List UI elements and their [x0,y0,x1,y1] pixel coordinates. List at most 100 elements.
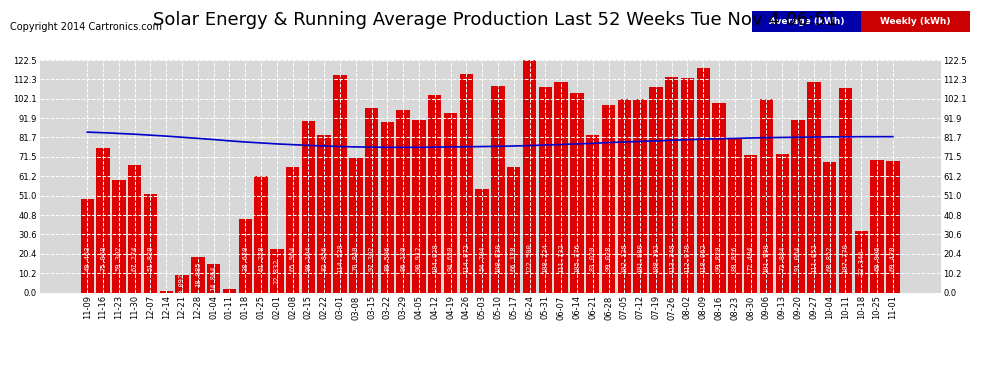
Text: 72.884: 72.884 [779,246,785,271]
Bar [649,87,662,292]
Bar [523,60,537,292]
Text: 68.852: 68.852 [827,246,833,271]
Bar [112,180,126,292]
Text: 108.224: 108.224 [543,243,548,273]
Bar [444,113,457,292]
Bar [554,82,568,292]
Bar [96,148,110,292]
Text: 65.964: 65.964 [290,246,296,271]
Bar [302,122,315,292]
Bar [270,249,283,292]
Bar [634,99,646,292]
Bar [381,123,394,292]
Bar [713,103,726,292]
Text: 70.840: 70.840 [352,246,358,271]
Bar [570,93,584,292]
Text: 38.620: 38.620 [243,246,248,271]
Bar [602,105,615,292]
Bar [539,87,552,292]
Bar [239,219,251,292]
Text: 108.830: 108.830 [495,243,501,273]
Text: 101.880: 101.880 [638,243,644,273]
Bar [128,165,142,292]
Bar [80,199,94,292]
Text: 69.906: 69.906 [874,246,880,271]
Text: Average (kWh): Average (kWh) [769,17,844,26]
Text: 99.820: 99.820 [716,246,722,271]
Bar [428,95,442,292]
Text: 66.128: 66.128 [511,246,517,271]
Text: 113.348: 113.348 [668,243,675,273]
Text: 59.302: 59.302 [116,246,122,271]
Text: 69.470: 69.470 [890,246,896,271]
Bar [870,160,884,292]
Text: 114.528: 114.528 [337,243,343,273]
Bar [586,135,599,292]
Text: 18.885: 18.885 [195,262,201,287]
Bar [823,162,837,292]
Bar [159,291,173,292]
Text: 9.092: 9.092 [179,273,185,294]
Bar [791,120,805,292]
Bar [349,158,362,292]
Bar [681,78,694,292]
Bar [807,82,821,292]
Text: 94.650: 94.650 [447,246,453,271]
Text: 89.596: 89.596 [384,246,390,271]
Text: 97.302: 97.302 [368,246,374,271]
Text: 105.376: 105.376 [574,243,580,273]
Text: 104.028: 104.028 [432,243,438,273]
Text: Copyright 2014 Cartronics.com: Copyright 2014 Cartronics.com [10,22,162,33]
Text: 111.132: 111.132 [558,243,564,273]
Text: 14.864: 14.864 [211,266,217,291]
Bar [286,167,299,292]
Bar [318,135,331,292]
Text: 49.463: 49.463 [84,246,90,271]
Text: 75.968: 75.968 [100,246,106,271]
Text: 83.020: 83.020 [590,246,596,271]
Text: 112.970: 112.970 [684,243,690,273]
Bar [759,99,773,292]
Bar [618,99,631,292]
Text: 118.062: 118.062 [700,243,706,273]
Text: 107.770: 107.770 [842,243,848,273]
Bar [475,189,489,292]
Bar [743,155,757,292]
Bar [207,264,221,292]
Bar [491,86,505,292]
Text: 122.500: 122.500 [527,243,533,273]
Bar [191,256,205,292]
Text: 101.998: 101.998 [763,243,769,273]
Bar [254,176,267,292]
Text: 111.052: 111.052 [811,243,817,273]
Bar [144,194,157,292]
Bar [396,110,410,292]
Bar [854,231,868,292]
Text: 51.820: 51.820 [148,246,153,271]
Bar [697,68,710,292]
Bar [775,154,789,292]
Text: Weekly (kWh): Weekly (kWh) [880,17,951,26]
Text: 82.856: 82.856 [321,246,328,271]
Text: 108.192: 108.192 [652,243,659,273]
Text: Solar Energy & Running Average Production Last 52 Weeks Tue Nov 4 06:51: Solar Energy & Running Average Productio… [152,11,838,29]
Bar [729,139,742,292]
Text: 91.064: 91.064 [795,246,801,271]
Text: 99.028: 99.028 [606,246,612,271]
Bar [839,88,852,292]
Bar [334,75,346,292]
Bar [886,160,900,292]
Bar [412,120,426,292]
Bar [665,77,678,292]
Bar [507,167,521,292]
Text: 90.912: 90.912 [416,246,422,271]
Text: 32.346: 32.346 [858,249,864,274]
Bar [459,75,473,292]
Text: 61.228: 61.228 [258,246,264,271]
Text: 114.872: 114.872 [463,243,469,273]
Bar [175,275,189,292]
Text: 67.274: 67.274 [132,246,138,271]
Text: 102.128: 102.128 [622,243,628,273]
Text: 54.704: 54.704 [479,246,485,271]
Text: 22.832: 22.832 [274,258,280,284]
